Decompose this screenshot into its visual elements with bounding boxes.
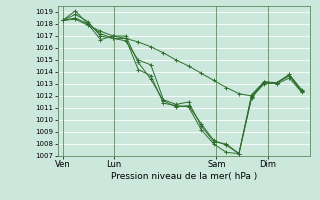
X-axis label: Pression niveau de la mer( hPa ): Pression niveau de la mer( hPa ): [111, 172, 257, 181]
